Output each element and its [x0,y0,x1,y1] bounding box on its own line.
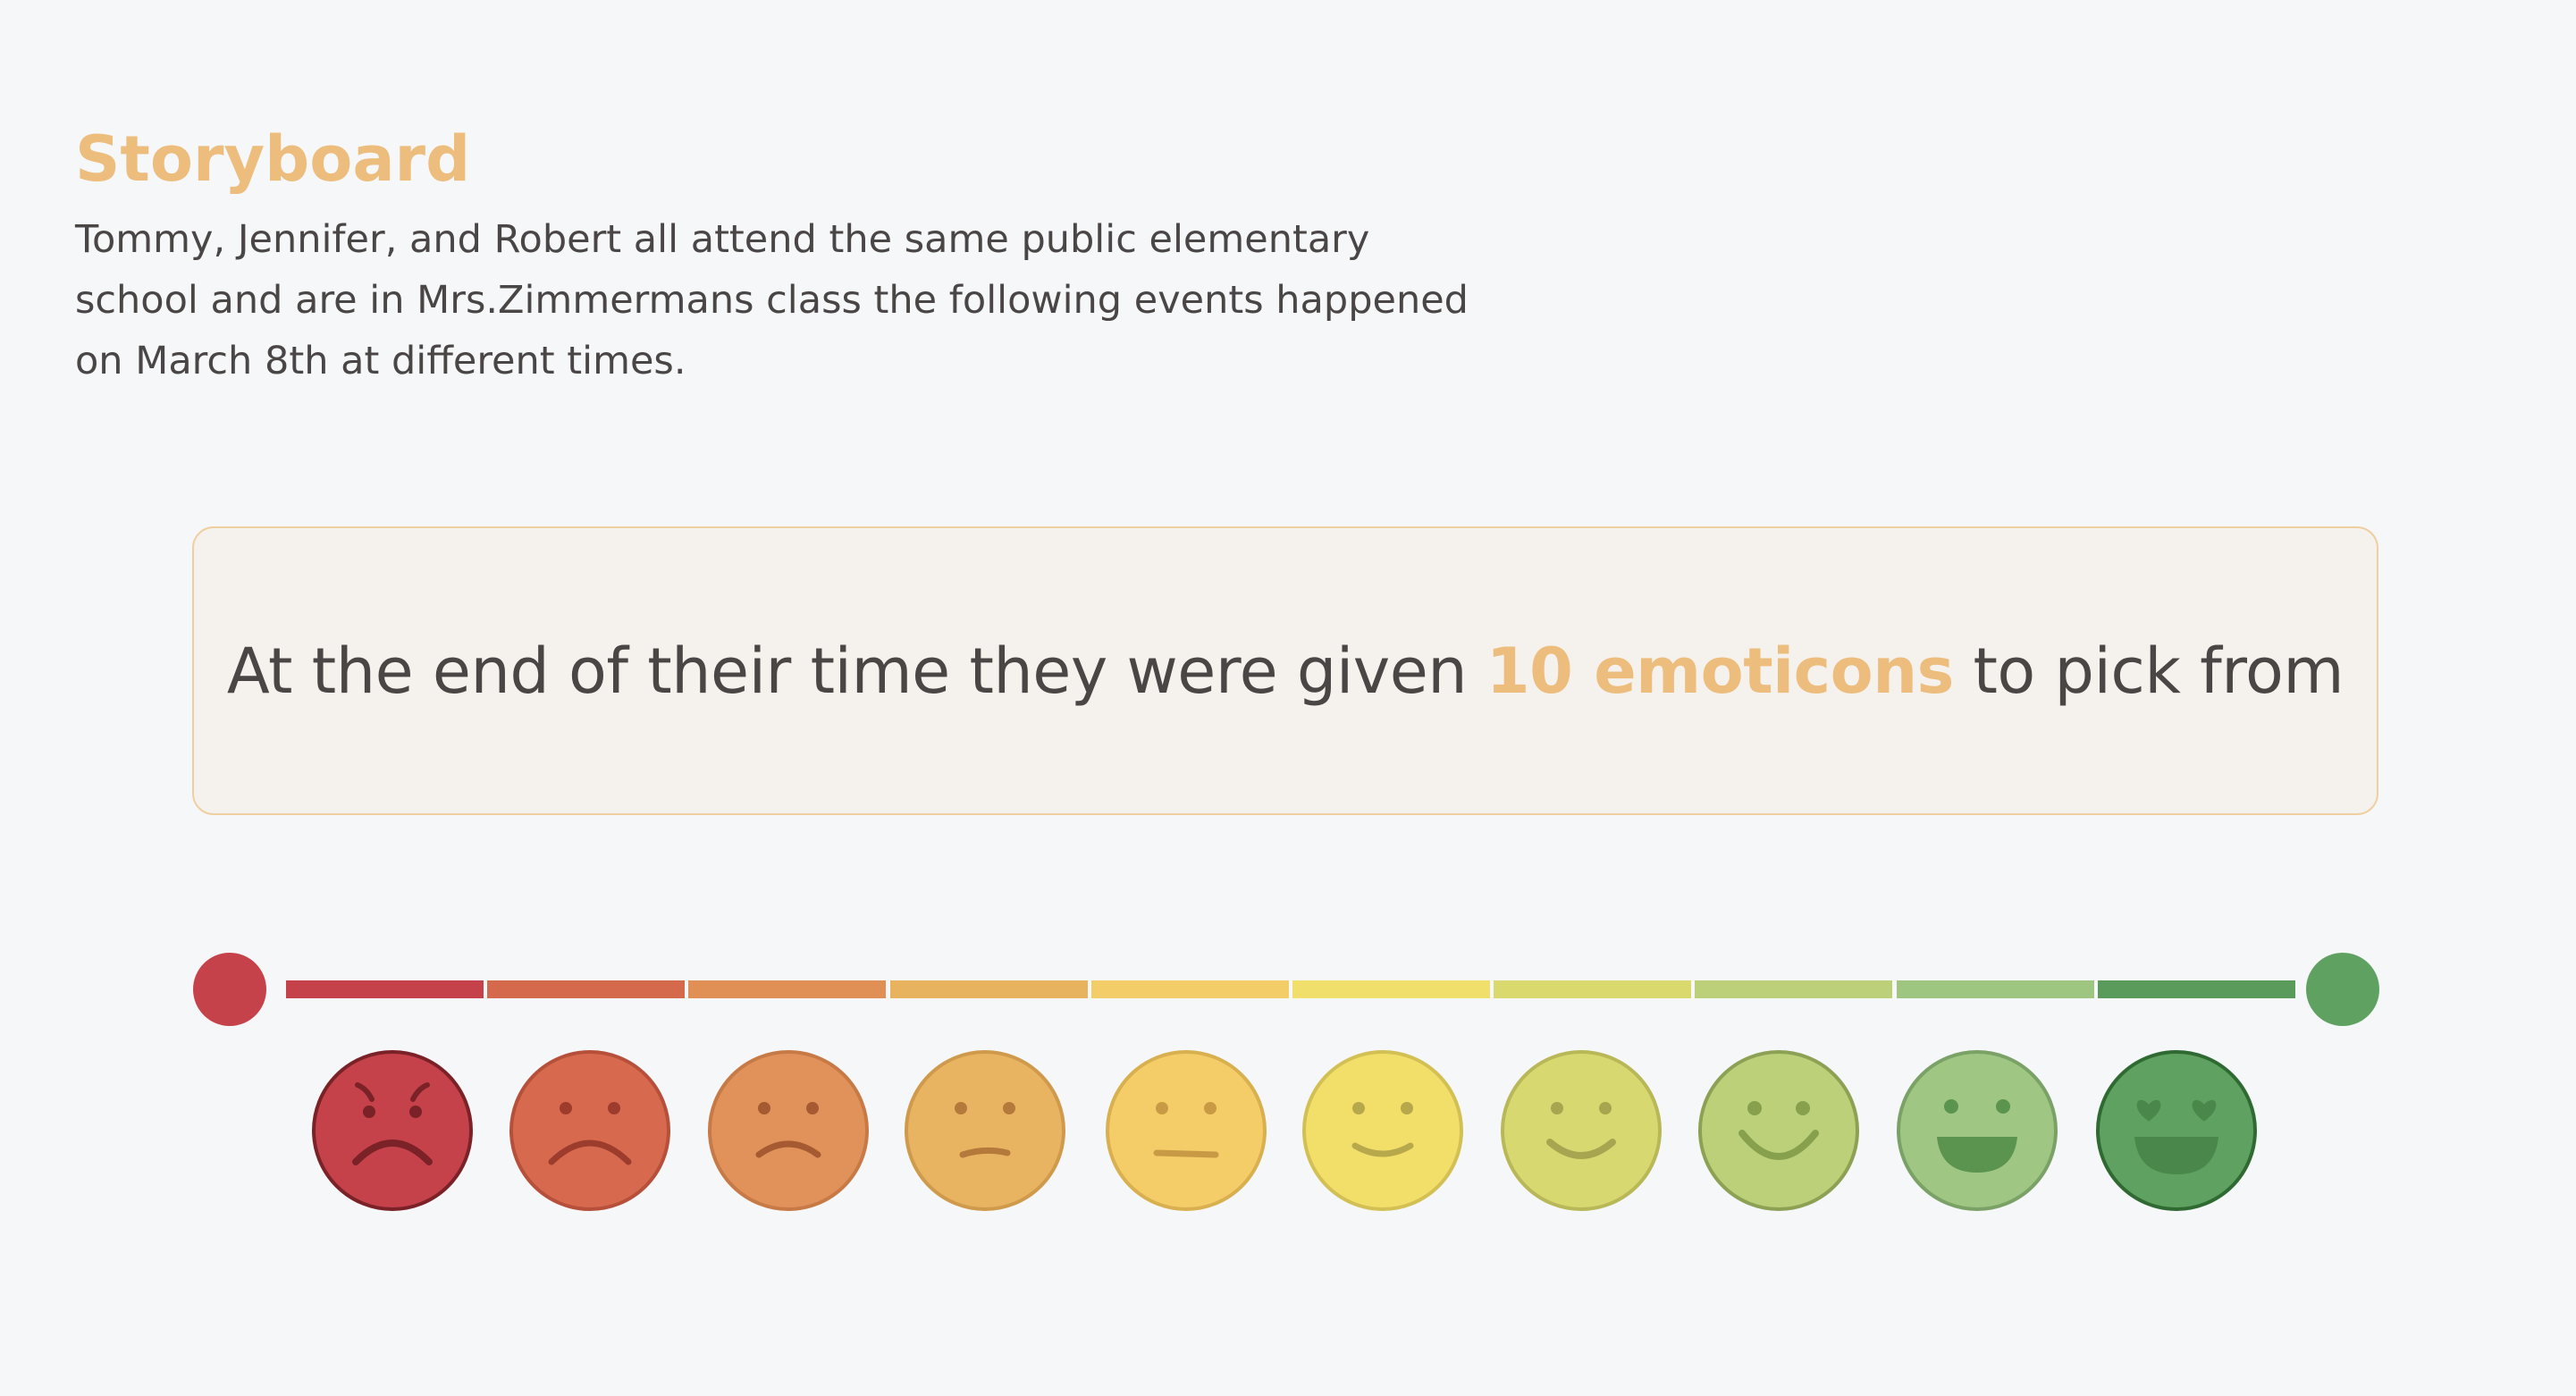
callout-highlight: 10 emoticons [1486,634,1954,708]
emoticon-callout: At the end of their time they were given… [192,526,2378,815]
sad-face-icon[interactable] [509,1049,671,1212]
unhappy-face-icon[interactable] [707,1049,870,1212]
intro-paragraph: Tommy, Jennifer, and Robert all attend t… [75,217,1469,383]
callout-text-after: to pick from [1953,634,2344,708]
scale-segment-7 [1494,980,1692,998]
grinning-face-icon[interactable] [1896,1049,2058,1212]
heart-eyes-face-icon[interactable] [2095,1049,2258,1212]
slight-smile-face-icon[interactable] [1301,1049,1464,1212]
scale-segment-3 [688,980,887,998]
smile-face-icon[interactable] [1500,1049,1663,1212]
happy-face-icon[interactable] [1697,1049,1860,1212]
scale-segment-6 [1292,980,1490,998]
page-title: Storyboard [75,122,471,196]
scale-segment-5 [1090,980,1289,998]
neutral-face-icon[interactable] [1105,1049,1267,1212]
scale-segment-1 [286,980,484,998]
scale-segment-10 [2097,980,2295,998]
slightly-unhappy-face-icon[interactable] [904,1049,1066,1212]
scale-segment-8 [1695,980,1893,998]
callout-text: At the end of their time they were given… [227,635,2344,708]
scale-segment-4 [889,980,1088,998]
callout-text-before: At the end of their time they were given [226,634,1486,708]
scale-segment-2 [487,980,686,998]
scale-start-dot [193,953,266,1026]
furious-face-icon[interactable] [311,1049,474,1212]
scale-segment-9 [1896,980,2094,998]
scale-end-dot [2306,953,2379,1026]
